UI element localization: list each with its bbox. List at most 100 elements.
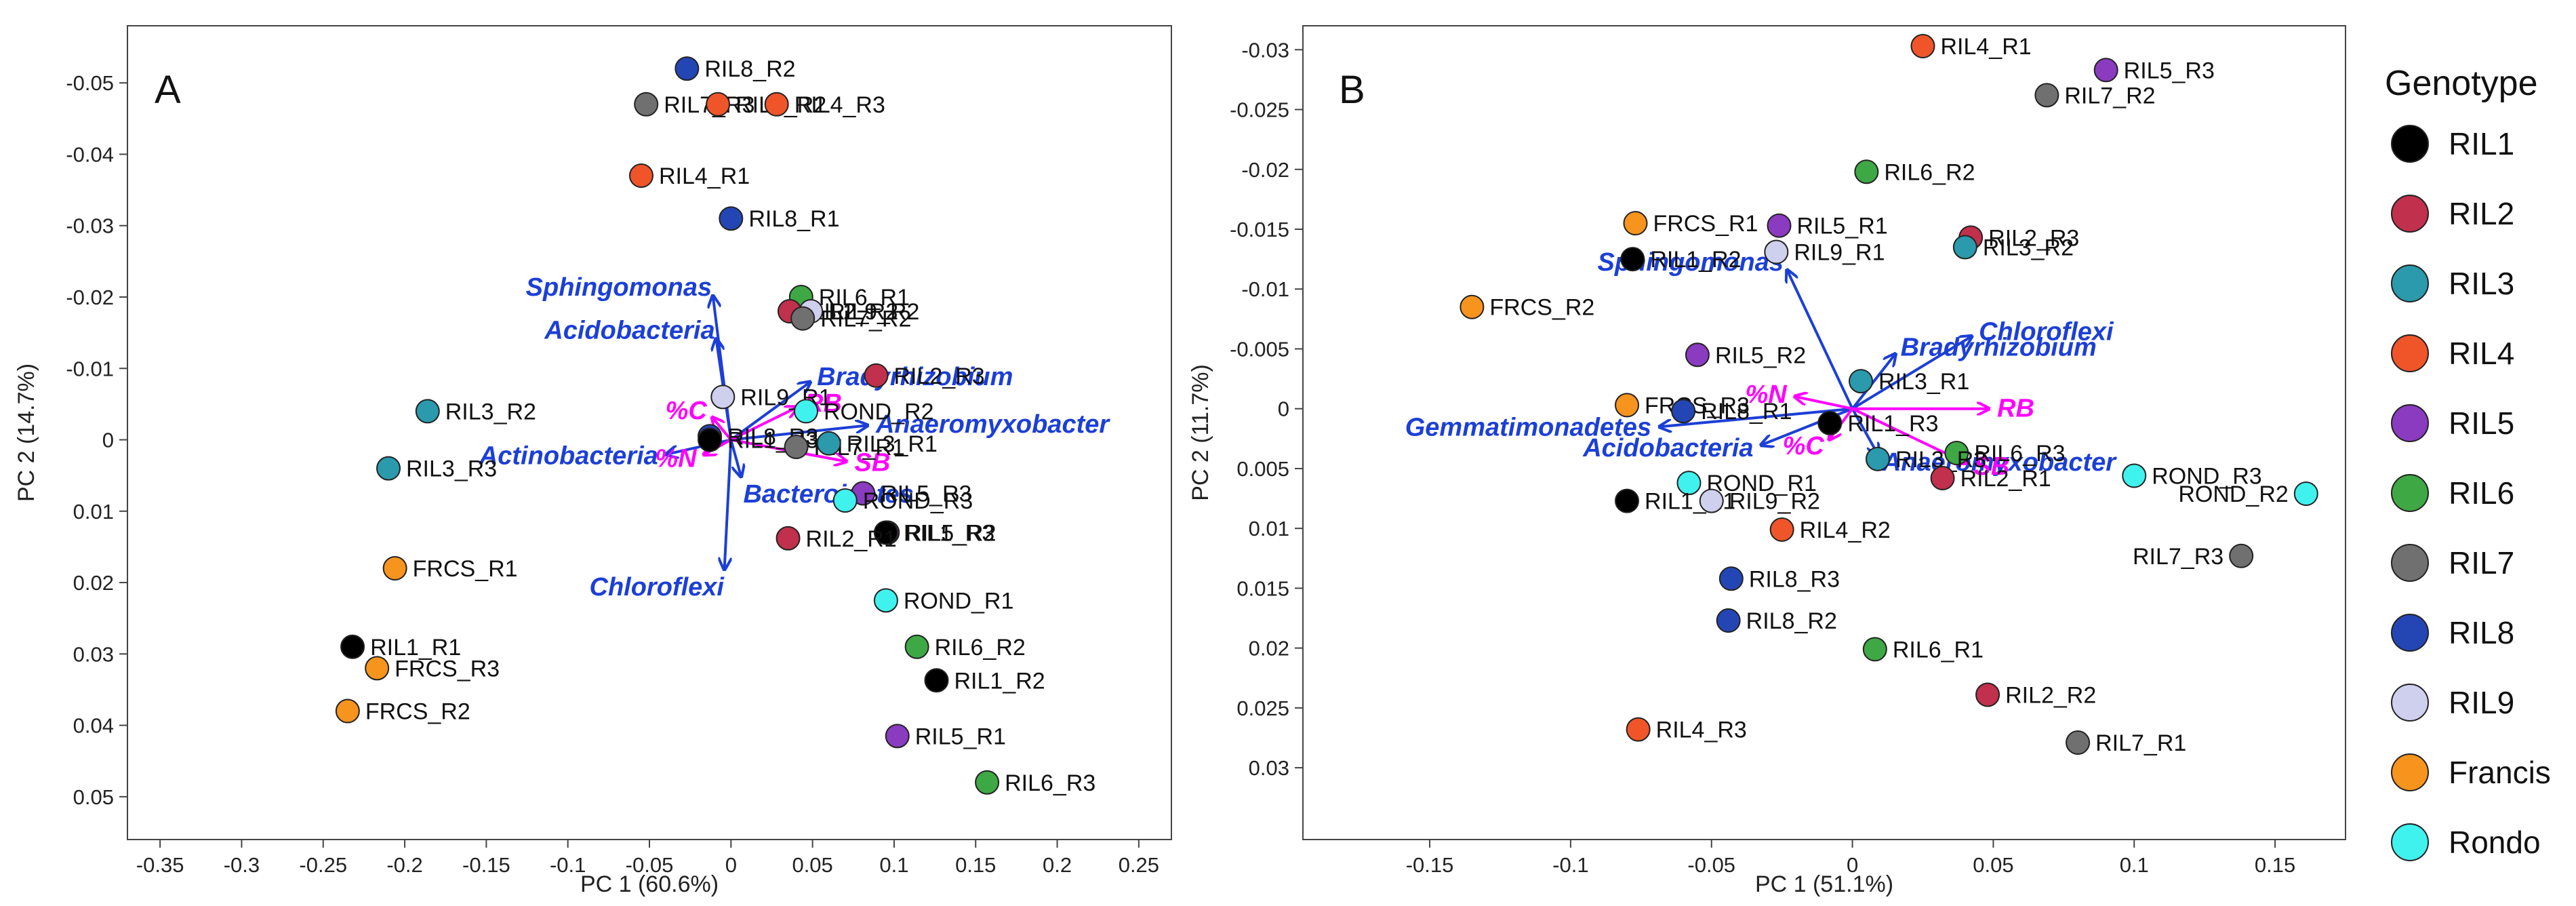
panel-b-xtick-label: -0.05	[1687, 853, 1735, 877]
panel-a-point-rond_r3	[832, 488, 858, 513]
panel-b-xlabel: PC 1 (51.1%)	[1755, 871, 1893, 897]
legend-swatch-ril4	[2391, 334, 2429, 372]
panel-b-point-ril7_r1	[2066, 730, 2091, 755]
legend-swatch-ril1	[2391, 125, 2429, 163]
panel-b-vector-chloroflexi	[1851, 337, 1971, 410]
panel-a-ytick-label: 0.03	[73, 642, 114, 666]
legend-swatch-francis	[2391, 753, 2429, 791]
panel-a-point-label: RIL3_R1	[847, 431, 938, 457]
panel-b-point-label: RIL8_R2	[1746, 608, 1837, 634]
panel-a-xtick-label: 0	[725, 853, 737, 877]
legend-title: Genotype	[2385, 64, 2538, 103]
panel-b-vector-label: %C	[1783, 432, 1825, 460]
panel-b-xtick-label: 0.15	[2255, 853, 2295, 877]
panel-b-point-label: RIL7_R3	[2133, 544, 2223, 570]
panel-a-ytick-label: 0.01	[73, 500, 114, 524]
panel-b-point-label: RIL4_R3	[1656, 717, 1747, 743]
legend-swatch-ril9	[2391, 684, 2429, 722]
panel-b-vector-label: Gemmatimonadetes	[1405, 413, 1651, 441]
legend-swatch-ril7	[2391, 544, 2429, 582]
panel-b-point-frcs_r1	[1623, 211, 1648, 236]
panel-b-point-ril2_r2	[1975, 682, 2000, 707]
panel-a-point-ril1_r1	[340, 634, 365, 659]
legend-label-ril4: RIL4	[2449, 336, 2514, 371]
panel-b-point-ril6_r2	[1854, 159, 1879, 184]
panel-b-point-ril6_r3	[1944, 441, 1969, 465]
panel-a-xtick-label: 0.25	[1119, 853, 1159, 877]
panel-a-ytick-label: -0.05	[66, 71, 114, 95]
panel-b-point-label: RIL2_R1	[1960, 466, 2051, 492]
legend-swatch-ril2	[2391, 195, 2429, 233]
panel-a-ylabel: PC 2 (14.7%)	[14, 363, 39, 502]
panel-a-point-label: RIL9_R1	[740, 385, 831, 410]
panel-a-point-ril3_r3	[376, 456, 401, 481]
panel-a-point-label: FRCS_R2	[365, 699, 470, 725]
panel-b-vector-label: SB	[1973, 452, 2009, 481]
panel-b-point-rond_r1	[1676, 471, 1702, 496]
panel-a-point-label: RIL9_R2	[828, 299, 919, 325]
panel-a-point-ril7_r2	[790, 306, 816, 331]
panel-a-point-ril4_r1	[628, 163, 653, 189]
panel-b-ytick-label: 0.01	[1249, 517, 1289, 540]
panel-b-ytick-label: 0	[1278, 397, 1289, 421]
panel-a-point-ril3_r1	[816, 431, 841, 456]
panel-b-point-label: RIL8_R1	[1701, 399, 1792, 425]
panel-a-point-label: RIL7_R2	[820, 307, 911, 332]
panel-a-vector-anaeromyxobacter	[731, 425, 866, 441]
legend-label-ril9: RIL9	[2449, 685, 2514, 720]
panel-b-ytick-label: 0.02	[1249, 637, 1289, 661]
legend-swatch-ril5	[2391, 404, 2429, 442]
panel-b-point-ril1_r2	[1620, 247, 1645, 272]
panel-a-vector-label: Sphingomonas	[526, 273, 712, 302]
panel-b-ytick-label: -0.03	[1241, 38, 1289, 62]
panel-a-point-label: RIL2_R1	[806, 526, 897, 552]
panel-b-xtick-label: 0	[1847, 853, 1858, 877]
panel-b-point-label: RIL1_R2	[1650, 247, 1741, 273]
panel-a-point-label: RIL5_R3	[881, 481, 971, 507]
panel-b-point-ril3_r1	[1849, 369, 1874, 394]
panel-a-point-label: RIL1_R1	[370, 635, 461, 661]
panel-a-vector-label: Chloroflexi	[590, 573, 725, 602]
panel-b-point-label: RIL4_R1	[1940, 34, 2031, 60]
panel-a-point-label: RIL8_R2	[704, 56, 795, 82]
panel-a-xtick-label: -0.15	[462, 853, 510, 877]
legend-label-ril8: RIL8	[2449, 615, 2514, 650]
panel-a-xtick-label: -0.05	[626, 853, 674, 877]
panel-a-point-label: RIL3_R3	[406, 456, 497, 482]
panel-a-point-label: RIL2_R3	[893, 363, 984, 389]
panel-a-vector-bradyrhizobium	[730, 382, 809, 441]
panel-b-point-rond_r3	[2122, 463, 2147, 488]
legend-label-ril2: RIL2	[2449, 196, 2514, 231]
panel-b-vector-gemmatimonadetes	[1661, 407, 1853, 427]
legend-label-ril1: RIL1	[2449, 126, 2514, 161]
panel-b-point-label: FRCS_R2	[1489, 295, 1594, 321]
panel-a-point-ril1_r2	[924, 668, 949, 693]
panel-b-point-ril8_r1	[1671, 399, 1696, 424]
panel-b-point-ril3_r3	[1865, 446, 1890, 471]
panel-b-point-frcs_r3	[1615, 393, 1640, 418]
panel-b-point-label: RIL7_R2	[2064, 83, 2155, 109]
panel-b-point-label: FRCS_R3	[1645, 393, 1750, 418]
panel-a-point-ril3_r2	[415, 399, 440, 424]
panel-a-ytick-label: 0	[102, 429, 114, 452]
panel-a-point-label: RIL1_R2	[954, 668, 1045, 694]
panel-a-point-label: RIL5_R2	[905, 520, 996, 546]
legend-label-ril3: RIL3	[2449, 266, 2514, 301]
panel-a-point-label: RIL6_R2	[935, 635, 1026, 661]
panel-a-xtick-label: 0.15	[955, 853, 996, 877]
panel-a-point-ril1_r3	[873, 520, 898, 545]
legend-label-ril6: RIL6	[2449, 475, 2514, 511]
panel-b-point-label: RIL2_R2	[2005, 682, 2096, 708]
panel-b-point-label: ROND_R1	[1706, 471, 1816, 496]
panel-b-point-label: RIL6_R3	[1974, 441, 2065, 467]
legend-swatch-rondo	[2391, 823, 2429, 861]
panel-b-point-ril4_r2	[1769, 517, 1794, 542]
panel-a-point-ril4_r2	[706, 92, 731, 117]
panel-a-point-label: RIL3_R2	[445, 399, 536, 425]
panel-b-point-label: RIL7_R1	[2095, 730, 2186, 756]
panel-b-point-ril1_r1	[1615, 488, 1640, 513]
panel-a-point-ril6_r3	[975, 770, 1000, 795]
panel-a-xtick-label: 0.2	[1043, 853, 1072, 877]
panel-a-ytick-label: -0.04	[66, 142, 114, 166]
